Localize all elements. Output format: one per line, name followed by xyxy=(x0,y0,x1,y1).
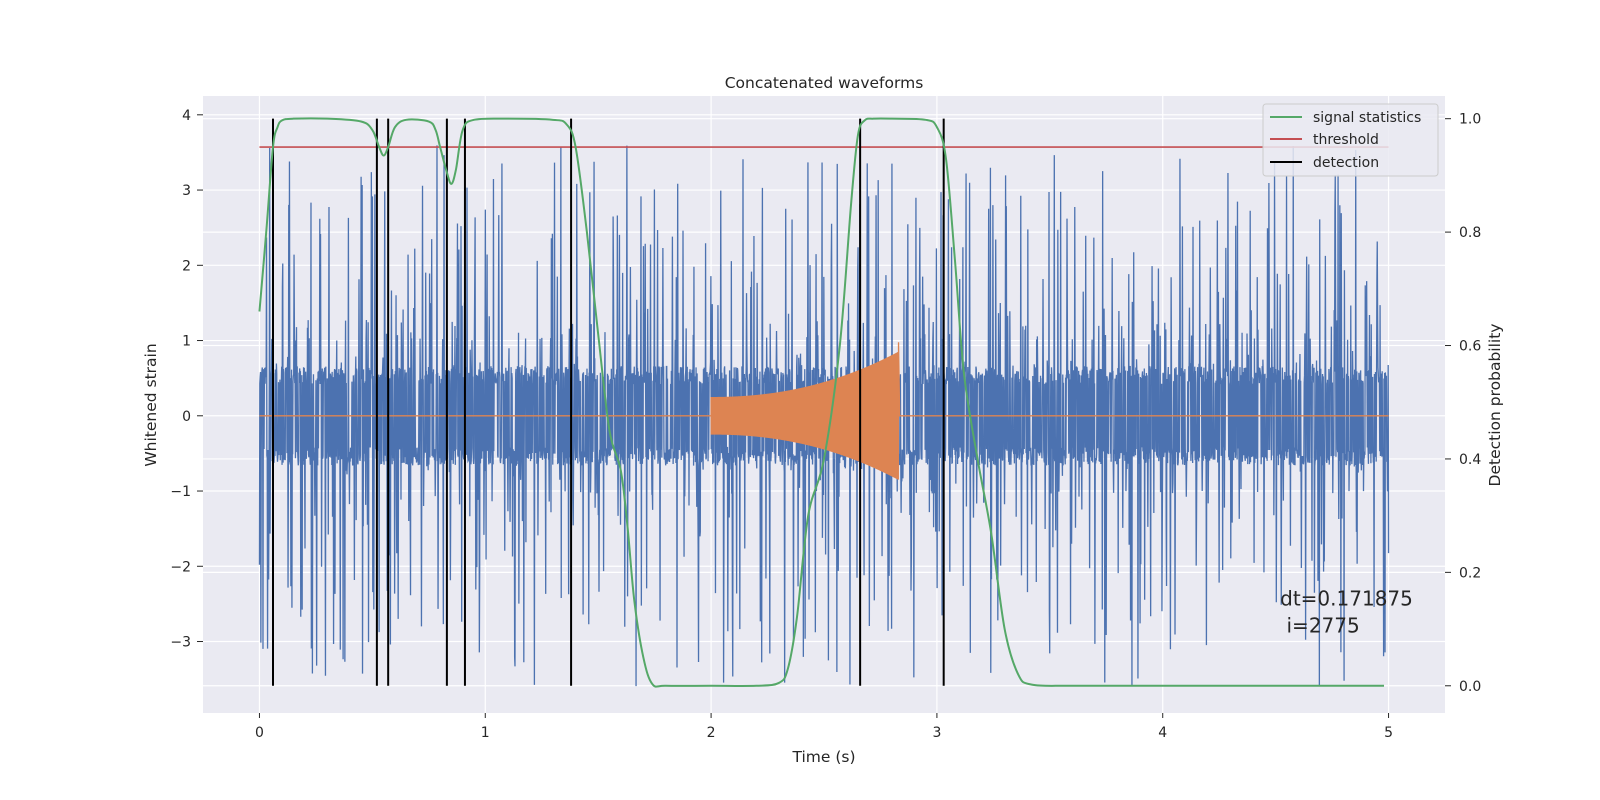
x-tick-label-4: 4 xyxy=(1158,725,1167,741)
x-axis-label: Time (s) xyxy=(791,748,855,766)
y-tick-label-7: 4 xyxy=(182,108,191,124)
template-series xyxy=(259,342,1389,480)
y-tick-label-1: −2 xyxy=(170,559,191,575)
detection-lines xyxy=(272,118,945,686)
y-tick-label-4: 1 xyxy=(182,334,191,350)
legend-label-signal-statistics: signal statistics xyxy=(1313,110,1421,126)
y2-tick-label-5: 1.0 xyxy=(1459,112,1481,128)
x-tick-label-1: 1 xyxy=(481,725,490,741)
y2-tick-label-4: 0.8 xyxy=(1459,225,1481,241)
legend-label-detection: detection xyxy=(1313,155,1379,171)
x-tick-label-0: 0 xyxy=(255,725,264,741)
x-tick-label-5: 5 xyxy=(1384,725,1393,741)
y-tick-label-5: 2 xyxy=(182,258,191,274)
signal-statistics-series xyxy=(258,117,1385,688)
x-tick-label-3: 3 xyxy=(932,725,941,741)
legend-box xyxy=(1262,103,1439,177)
x-tick-label-2: 2 xyxy=(707,725,716,741)
y-tick-label-3: 0 xyxy=(182,409,191,425)
y2-tick-label-3: 0.6 xyxy=(1459,339,1481,355)
y-axis-ticks: −3 −2 −1 0 1 2 3 4 xyxy=(170,108,203,651)
x-axis-ticks: 0 1 2 3 4 5 xyxy=(255,713,1393,741)
annotation-line-1: dt=0.171875 xyxy=(1280,587,1413,611)
chart-title: Concatenated waveforms xyxy=(725,74,924,92)
y-axis-label: Whitened strain xyxy=(142,343,160,466)
y2-tick-label-1: 0.2 xyxy=(1459,565,1481,581)
legend: signal statistics threshold detection xyxy=(1262,103,1439,177)
annotation: dt=0.171875 i=2775 xyxy=(1280,587,1413,638)
y2-axis-label: Detection probability xyxy=(1486,324,1504,487)
y2-axis-ticks: 0.0 0.2 0.4 0.6 0.8 1.0 xyxy=(1445,112,1481,695)
y-tick-label-2: −1 xyxy=(170,484,191,500)
y2-tick-label-2: 0.4 xyxy=(1459,452,1481,468)
y-tick-label-6: 3 xyxy=(182,183,191,199)
y2-tick-label-0: 0.0 xyxy=(1459,679,1481,695)
annotation-line-2: i=2775 xyxy=(1280,614,1360,638)
legend-label-threshold: threshold xyxy=(1313,132,1379,148)
y-tick-label-0: −3 xyxy=(170,635,191,651)
